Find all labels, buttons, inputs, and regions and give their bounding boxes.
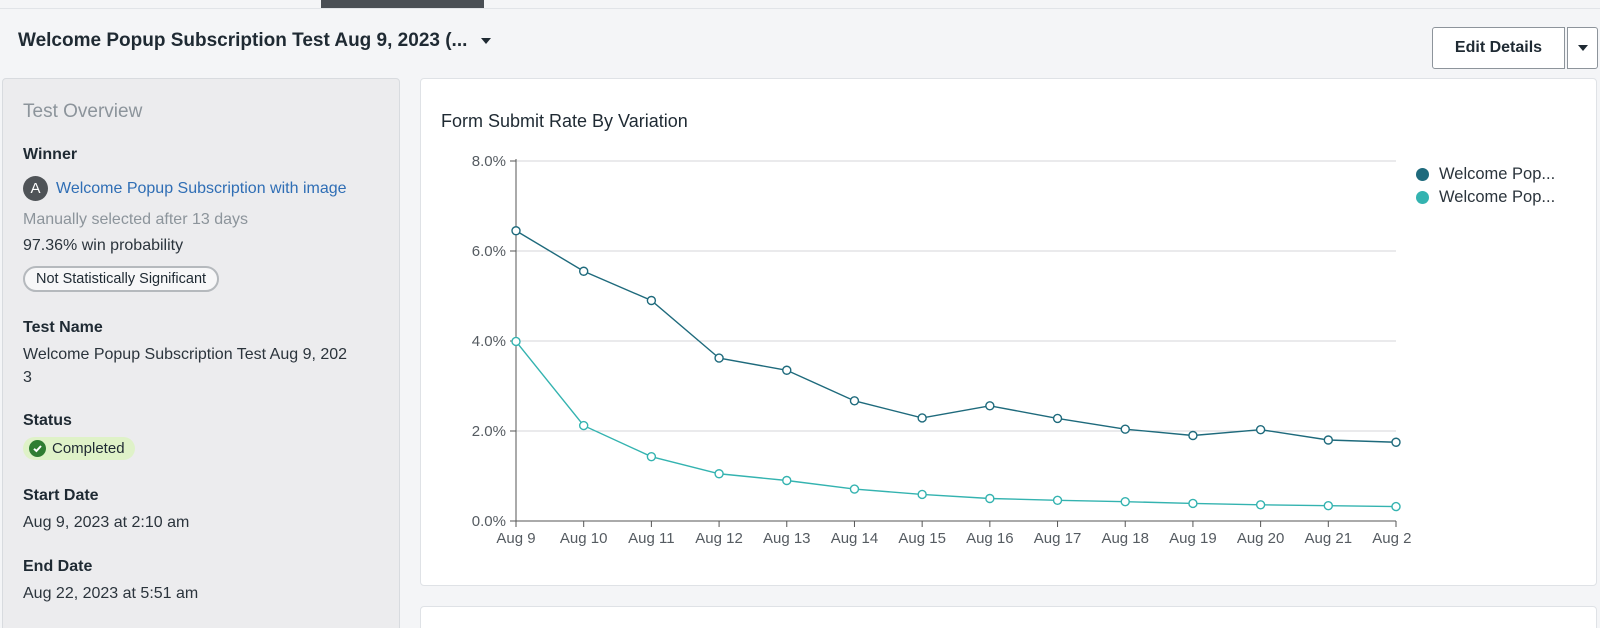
legend-label: Welcome Pop... (1439, 165, 1556, 183)
y-tick-label: 2.0% (472, 423, 506, 440)
chevron-down-icon[interactable] (481, 38, 492, 44)
data-point (714, 353, 724, 363)
end-date-label: End Date (23, 558, 93, 575)
data-point (1052, 495, 1063, 505)
legend-swatch (1416, 168, 1429, 181)
chart-title: Form Submit Rate By Variation (441, 111, 688, 131)
data-point (782, 365, 792, 375)
x-tick-label: Aug 10 (560, 530, 608, 547)
x-tick-label: Aug 22 (1372, 530, 1411, 547)
y-tick-label: 4.0% (472, 333, 506, 350)
y-tick-label: 6.0% (472, 243, 506, 260)
y-tick-label: 8.0% (472, 153, 506, 170)
win-probability: 97.36% win probability (23, 237, 184, 254)
data-point (1391, 501, 1401, 512)
test-name-section: Test Name Welcome Popup Subscription Tes… (23, 319, 383, 389)
variant-avatar: A (23, 176, 48, 201)
test-name-line-2: 3 (23, 369, 32, 386)
data-point (578, 420, 589, 431)
data-point (1323, 435, 1334, 445)
data-point (1188, 430, 1198, 441)
winner-section: Winner A Welcome Popup Subscription with… (23, 146, 383, 292)
x-tick-label: Aug 18 (1101, 530, 1149, 547)
data-point (1120, 496, 1130, 507)
chart-card: Form Submit Rate By Variation 0.0% 2.0% 4.… (420, 78, 1597, 586)
data-point (985, 401, 995, 411)
start-date-section: Start Date Aug 9, 2023 at 2:10 am (23, 487, 383, 534)
data-point (646, 295, 657, 306)
data-point (782, 475, 792, 486)
data-point (917, 413, 927, 423)
line-chart: 0.0% 2.0% 4.0% 6.0% 8.0% Aug 9 Aug 10 Aug 11 Aug… (472, 153, 1411, 547)
test-name-line-1: Welcome Popup Subscription Test Aug 9, 2… (23, 346, 348, 363)
check-circle-icon (29, 440, 46, 457)
data-point (1052, 413, 1063, 424)
secondary-card (420, 606, 1597, 628)
data-point (646, 451, 657, 462)
legend-label: Welcome Pop... (1439, 188, 1556, 206)
series-line-1 (515, 230, 1397, 443)
chevron-down-icon (1577, 45, 1588, 51)
x-tick-label: Aug 11 (628, 530, 674, 547)
x-tick-label: Aug 20 (1237, 530, 1285, 547)
series-line-2 (515, 341, 1397, 508)
legend-swatch (1416, 191, 1429, 204)
data-point (1323, 501, 1334, 511)
significance-badge: Not Statistically Significant (23, 266, 220, 292)
data-point (985, 493, 995, 504)
winner-label: Winner (23, 146, 78, 163)
start-date-value: Aug 9, 2023 at 2:10 am (23, 514, 190, 531)
edit-details-button[interactable]: Edit Details (1432, 27, 1565, 69)
chart-legend: Welcome Pop... Welcome Pop... (1416, 163, 1555, 209)
status-value: Completed (52, 440, 125, 457)
edit-options-dropdown-button[interactable] (1567, 27, 1598, 69)
test-name-label: Test Name (23, 319, 103, 336)
data-point (1255, 500, 1266, 510)
data-point (714, 469, 724, 479)
winner-note: Manually selected after 13 days (23, 211, 249, 228)
data-point (849, 484, 860, 494)
data-point (1120, 424, 1130, 434)
data-point (578, 266, 589, 276)
page-title: Welcome Popup Subscription Test Aug 9, 2… (18, 30, 468, 51)
test-overview-panel: Test Overview Winner A Welcome Popup Sub… (2, 78, 400, 628)
x-tick-label: Aug 16 (966, 530, 1014, 547)
x-tick-label: Aug 17 (1034, 530, 1082, 547)
data-point (511, 226, 521, 236)
status-section: Status Completed (23, 412, 383, 460)
y-tick-label: 0.0% (472, 513, 506, 530)
active-tab-indicator[interactable] (321, 0, 484, 8)
x-tick-label: Aug 13 (763, 530, 811, 547)
winner-variant-link[interactable]: Welcome Popup Subscription with image (56, 179, 347, 197)
panel-title: Test Overview (23, 101, 143, 122)
legend-item-series-b[interactable]: Welcome Pop... (1416, 186, 1555, 209)
end-date-value: Aug 22, 2023 at 5:51 am (23, 585, 199, 602)
x-tick-label: Aug 12 (695, 530, 743, 547)
data-point (1188, 498, 1198, 509)
status-badge: Completed (23, 437, 135, 460)
data-point (917, 489, 927, 500)
status-label: Status (23, 412, 72, 429)
data-point (1255, 424, 1266, 435)
x-tick-label: Aug 21 (1305, 530, 1353, 547)
x-tick-label: Aug 15 (898, 530, 946, 547)
x-tick-label: Aug 19 (1169, 530, 1217, 547)
page-title-dropdown[interactable]: Welcome Popup Subscription Test Aug 9, 2… (18, 30, 492, 52)
top-tab-bar (0, 0, 1600, 9)
start-date-label: Start Date (23, 487, 99, 504)
data-point (849, 396, 860, 406)
x-tick-label: Aug 14 (831, 530, 879, 547)
legend-item-series-a[interactable]: Welcome Pop... (1416, 163, 1555, 186)
data-point (1391, 437, 1401, 447)
data-point (511, 336, 521, 347)
x-tick-label: Aug 9 (496, 530, 535, 547)
end-date-section: End Date Aug 22, 2023 at 5:51 am (23, 558, 383, 605)
edit-actions: Edit Details (1432, 27, 1598, 69)
